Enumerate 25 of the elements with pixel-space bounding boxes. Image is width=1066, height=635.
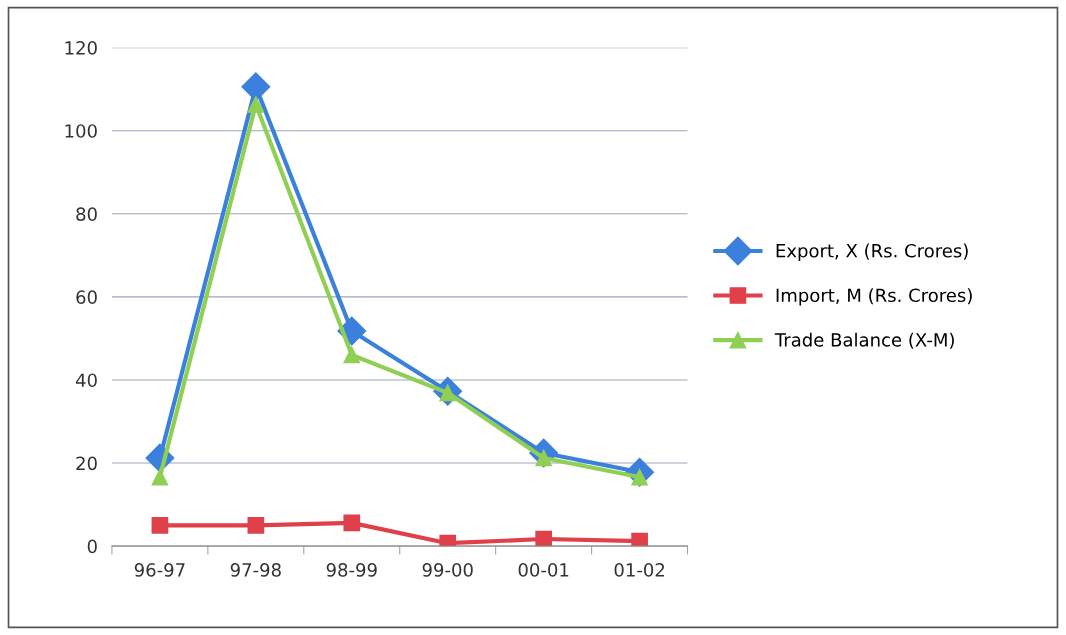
point: [247, 516, 265, 534]
x-tick-label: 98-99: [326, 563, 377, 577]
legend-label: Trade Balance (X-M): [774, 332, 954, 349]
y-tick-label: 80: [76, 207, 97, 221]
y-tick-label: 40: [75, 373, 97, 388]
legend-label: Import, M (Rs. Crores): [776, 288, 972, 306]
y-tick-label: 0: [87, 539, 97, 554]
x-tick-label: 00-01: [518, 563, 569, 577]
x-tick-label: 99-00: [422, 563, 473, 577]
point: [343, 346, 361, 364]
point: [151, 516, 169, 534]
legend-label: Export, X (Rs. Crores): [776, 243, 968, 262]
point: [151, 468, 169, 486]
point: [535, 530, 552, 547]
point: [343, 514, 361, 532]
x-tick-label: 01-02: [614, 563, 665, 577]
x-tick-label: 97-98: [230, 563, 281, 577]
y-tick-label: 100: [65, 124, 97, 138]
point: [631, 532, 648, 547]
point: [241, 72, 271, 102]
point: [247, 96, 265, 113]
y-tick-label: 120: [65, 41, 97, 55]
y-tick-label: 20: [76, 456, 97, 471]
y-tick-label: 60: [76, 290, 97, 304]
x-tick-label: 96-97: [134, 563, 185, 577]
